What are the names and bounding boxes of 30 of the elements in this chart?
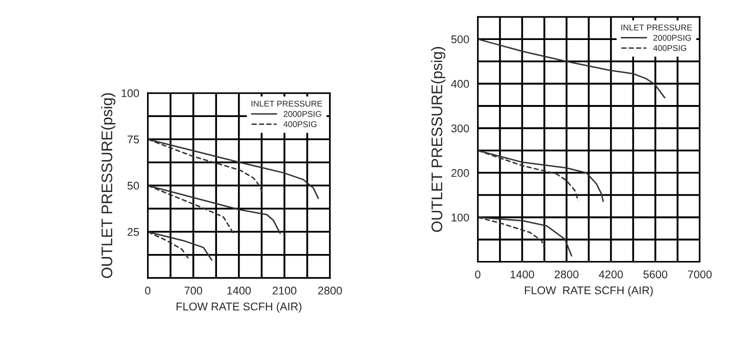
x-axis-title: FLOW RATE SCFH (AIR) [524,286,653,296]
y-tick-label: 75 [128,136,139,144]
x-tick-label: 1400 [510,270,534,278]
y-tick-label: 400 [451,80,469,88]
legend-label: 400PSIG [653,45,686,52]
x-tick-label: 2100 [272,286,296,295]
y-tick-label: 100 [122,89,139,98]
x-tick-label: 5600 [643,270,668,278]
legend-label: 400PSIG [283,121,316,128]
legend-title: INLET PRESSURE [252,100,322,107]
x-tick-label: 0 [475,270,480,278]
x-tick-label: 2800 [318,286,342,295]
x-tick-label: 7000 [688,270,712,278]
legend-title: INLET PRESSURE [621,24,692,30]
x-tick-label: 4200 [598,270,623,278]
y-tick-label: 500 [451,35,469,44]
legend-label: 2000PSIG [284,111,322,117]
x-tick-label: 1400 [227,286,251,295]
y-tick-label: 100 [452,214,469,222]
x-tick-label: 700 [184,286,202,295]
y-tick-label: 25 [128,228,139,236]
y-tick-label: 50 [128,182,139,190]
y-tick-label: 200 [451,169,469,177]
y-axis-title: OUTLET PRESSURE(psig) [431,47,446,232]
x-axis-title: FLOW RATE SCFH (AIR) [176,302,302,313]
y-tick-label: 300 [451,124,469,132]
x-tick-label: 0 [145,286,150,295]
legend-label: 2000PSIG [653,34,691,41]
y-axis-title: OUTLET PRESSURE(psig) [101,93,116,278]
x-tick-label: 2800 [554,270,578,278]
